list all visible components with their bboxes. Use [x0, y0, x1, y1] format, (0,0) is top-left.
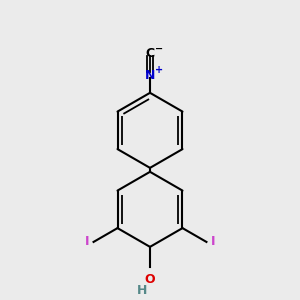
Text: I: I	[85, 236, 90, 248]
Text: −: −	[155, 44, 163, 53]
Text: I: I	[210, 236, 215, 248]
Text: +: +	[155, 65, 163, 75]
Text: H: H	[137, 284, 147, 297]
Text: O: O	[145, 272, 155, 286]
Text: N: N	[145, 68, 155, 82]
Text: C: C	[146, 47, 154, 60]
